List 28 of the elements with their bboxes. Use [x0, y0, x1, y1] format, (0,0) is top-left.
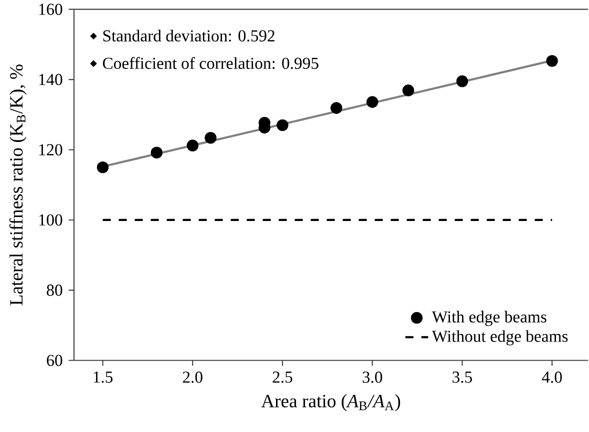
x-tick-label: 2.0: [182, 372, 202, 383]
point: [402, 84, 414, 96]
point: [204, 132, 216, 144]
annotation: Coefficient of correlation: 0.995: [102, 57, 318, 70]
x-tick-label: 3.0: [362, 372, 382, 383]
y-tick-label: 140: [39, 74, 62, 86]
point: [150, 146, 163, 158]
x-tick-label: 2.5: [272, 372, 292, 383]
annotation: Standard deviation: 0.592: [103, 30, 274, 42]
point: [96, 161, 109, 174]
y-tick-label: 160: [39, 4, 62, 15]
point: [330, 102, 342, 114]
point: [186, 140, 198, 152]
x-tick-label: 4.0: [542, 372, 562, 383]
x-tick-label: 3.5: [452, 372, 472, 383]
y-tick-label: 120: [39, 144, 62, 156]
x-axis-title: Area ratio (A$_{B}$/A$_{A}$): [261, 394, 400, 412]
y-axis-title: Lateral stiffness ratio (K$_{B}$/K), %: [9, 64, 26, 306]
y-tick-label: 60: [46, 354, 62, 366]
point: [456, 75, 468, 88]
legend-label: With edge beams: [432, 310, 546, 326]
point: [276, 119, 288, 132]
y-tick-label: 80: [46, 284, 62, 296]
point: [546, 55, 558, 67]
x-tick-label: 1.5: [94, 372, 113, 383]
legend-label: Without edge beams: [432, 330, 568, 346]
y-tick-label: 100: [39, 214, 62, 226]
point: [366, 96, 378, 108]
